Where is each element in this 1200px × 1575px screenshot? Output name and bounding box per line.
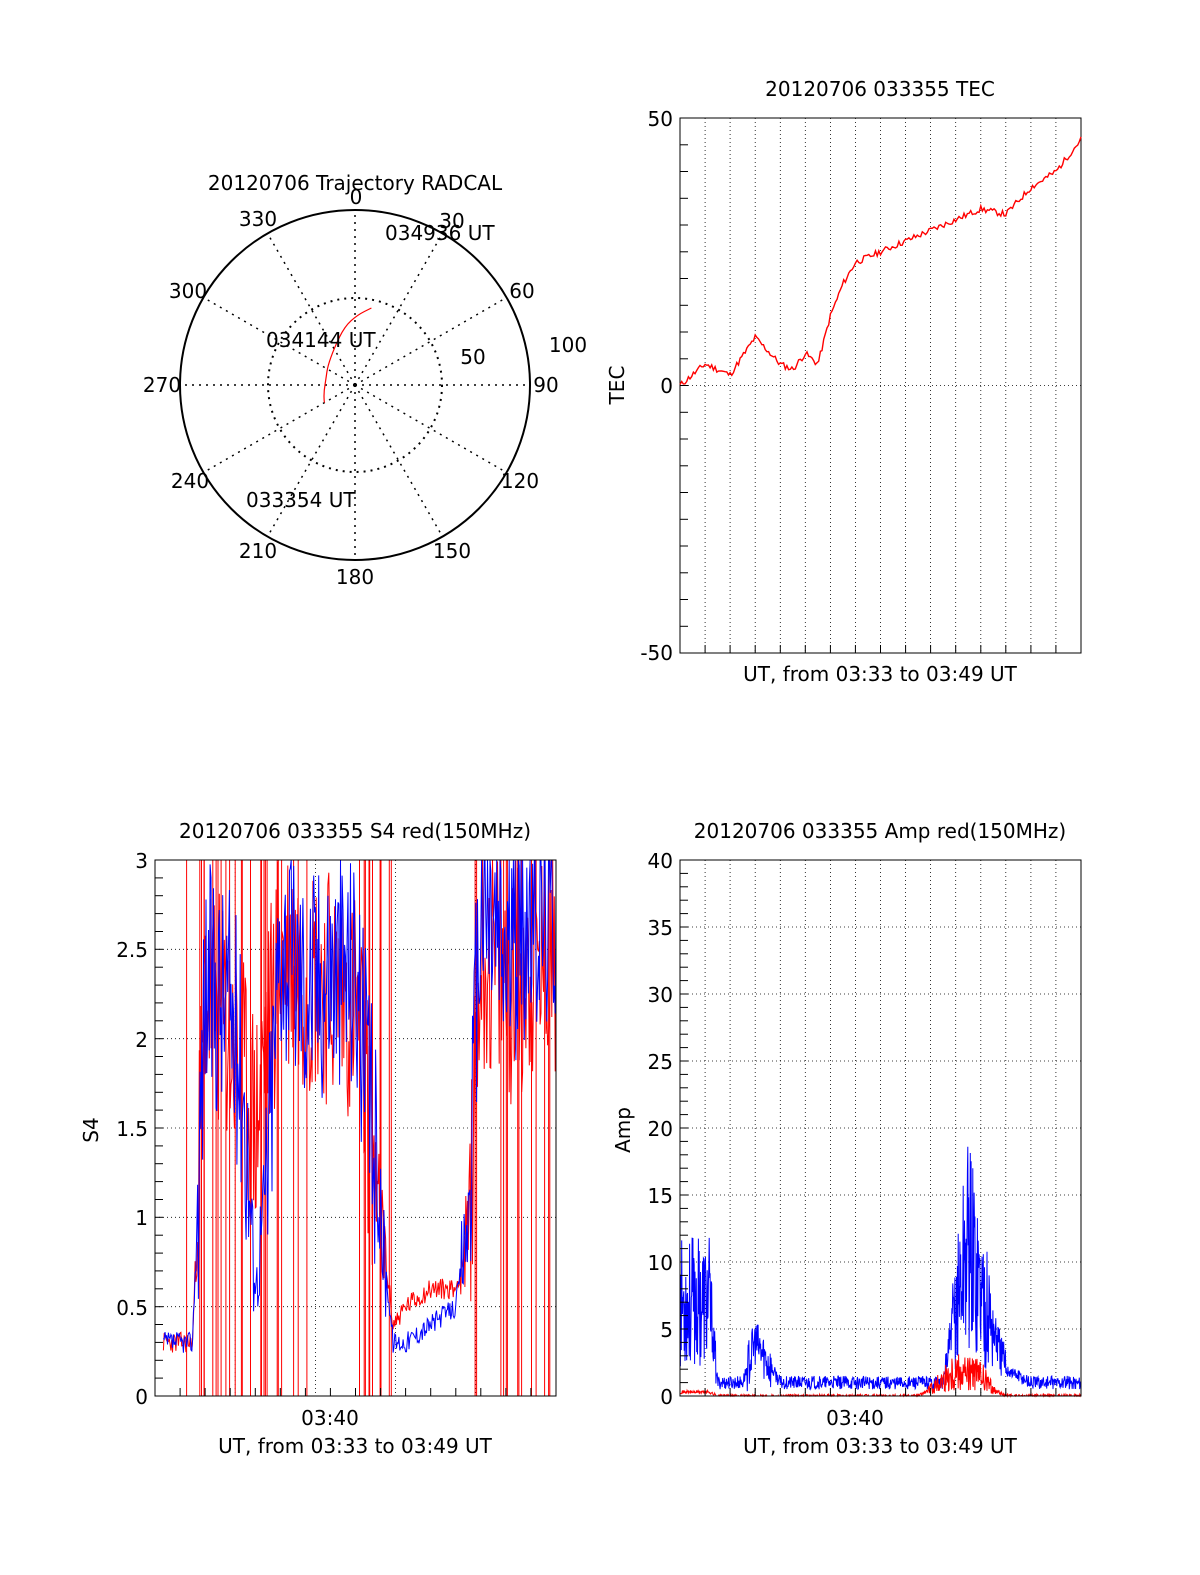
amp-ytick-5: 5 xyxy=(660,1318,673,1342)
radius-label-50: 50 xyxy=(460,345,485,369)
s4-ytick-1-5: 1.5 xyxy=(116,1117,148,1141)
polar-outer-ring xyxy=(179,209,531,561)
s4-red-series-line xyxy=(162,859,557,1353)
angle-label-240: 240 xyxy=(171,469,209,493)
angle-label-180: 180 xyxy=(336,565,374,589)
tec-axis-ticks xyxy=(679,117,1082,654)
s4-blue-series-line xyxy=(163,859,557,1353)
annotation-end-time: 034936 UT xyxy=(385,221,495,245)
amp-ytick-15: 15 xyxy=(648,1184,673,1208)
angle-label-300: 300 xyxy=(169,279,207,303)
tec-ylabel: TEC xyxy=(605,366,629,406)
amp-ytick-35: 35 xyxy=(648,916,673,940)
tec-panel: 20120706 033355 TEC 50 0 -50 TEC UT, fro… xyxy=(605,77,1082,686)
angle-label-60: 60 xyxy=(509,279,534,303)
polar-inner-ring xyxy=(267,297,443,473)
s4-red-spikes xyxy=(186,860,551,1396)
amp-ytick-25: 25 xyxy=(648,1050,673,1074)
amp-panel: 20120706 033355 Amp red(150MHz) 0 5 10 1… xyxy=(611,819,1082,1458)
polar-spoke-150 xyxy=(354,384,444,537)
tec-series-line xyxy=(679,136,1082,385)
polar-title: 20120706 Trajectory RADCAL xyxy=(208,171,503,195)
amp-blue-series-line xyxy=(679,1146,1082,1392)
tec-title: 20120706 033355 TEC xyxy=(765,77,995,101)
s4-ytick-0-5: 0.5 xyxy=(116,1296,148,1320)
radius-label-100: 100 xyxy=(549,333,587,357)
s4-yticks: 0 0.5 1 1.5 2 2.5 3 xyxy=(116,849,148,1409)
amp-axis-ticks xyxy=(679,859,1082,1397)
s4-ylabel: S4 xyxy=(79,1117,103,1142)
amp-title: 20120706 033355 Amp red(150MHz) xyxy=(694,819,1066,843)
amp-yticks: 0 5 10 15 20 25 30 35 40 xyxy=(648,849,673,1409)
s4-ytick-2-5: 2.5 xyxy=(116,938,148,962)
amp-ytick-0: 0 xyxy=(660,1385,673,1409)
s4-panel: 20120706 033355 S4 red(150MHz) 0 0.5 1 1… xyxy=(79,819,557,1458)
s4-xtick-0340: 03:40 xyxy=(301,1406,359,1430)
polar-spoke-330 xyxy=(266,233,356,386)
polar-spoke-240 xyxy=(203,384,356,474)
s4-ytick-0: 0 xyxy=(135,1385,148,1409)
s4-ytick-3: 3 xyxy=(135,849,148,873)
amp-ylabel: Amp xyxy=(611,1107,635,1153)
angle-label-210: 210 xyxy=(239,539,277,563)
polar-panel: 20120706 Trajectory RADCAL 0 30 60 90 12… xyxy=(143,171,587,589)
polar-spoke-120 xyxy=(354,384,507,474)
angle-label-150: 150 xyxy=(433,539,471,563)
s4-xlabel: UT, from 03:33 to 03:49 UT xyxy=(218,1434,493,1458)
s4-axis-ticks xyxy=(154,859,557,1397)
angle-label-0: 0 xyxy=(350,185,363,209)
polar-trajectory-line xyxy=(323,307,372,403)
tec-ytick-50: 50 xyxy=(648,107,673,131)
annotation-mid-time: 034144 UT xyxy=(266,328,376,352)
amp-xtick-0340: 03:40 xyxy=(826,1406,884,1430)
angle-label-120: 120 xyxy=(501,469,539,493)
s4-ytick-1: 1 xyxy=(135,1206,148,1230)
polar-angle-labels: 0 30 60 90 120 150 180 210 240 270 300 3… xyxy=(143,185,559,589)
amp-ytick-40: 40 xyxy=(648,849,673,873)
polar-spoke-300 xyxy=(203,296,356,386)
amp-ytick-10: 10 xyxy=(648,1251,673,1275)
angle-label-90: 90 xyxy=(533,373,558,397)
angle-label-30: 30 xyxy=(439,209,464,233)
amp-gridlines xyxy=(680,860,1081,1396)
tec-ytick-minus50: -50 xyxy=(640,641,673,665)
amp-ytick-30: 30 xyxy=(648,983,673,1007)
s4-ytick-2: 2 xyxy=(135,1028,148,1052)
tec-gridlines xyxy=(680,118,1081,653)
tec-ytick-0: 0 xyxy=(660,374,673,398)
amp-ytick-20: 20 xyxy=(648,1117,673,1141)
tec-xlabel: UT, from 03:33 to 03:49 UT xyxy=(743,662,1018,686)
polar-spoke-30 xyxy=(354,233,444,386)
s4-title: 20120706 033355 S4 red(150MHz) xyxy=(179,819,531,843)
polar-spoke-60 xyxy=(354,296,507,386)
angle-label-330: 330 xyxy=(239,207,277,231)
amp-xlabel: UT, from 03:33 to 03:49 UT xyxy=(743,1434,1018,1458)
angle-label-270: 270 xyxy=(143,373,181,397)
polar-spoke-210 xyxy=(266,384,356,537)
polar-spokes xyxy=(180,210,530,560)
annotation-start-time: 033354 UT xyxy=(246,488,356,512)
